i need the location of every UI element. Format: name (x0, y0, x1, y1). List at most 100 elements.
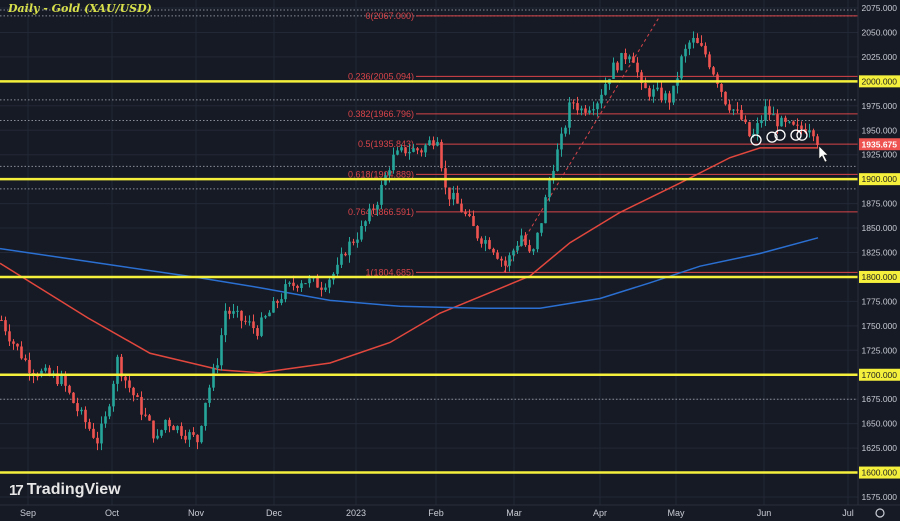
candle-down (576, 103, 579, 111)
candle-down (660, 87, 663, 101)
candle-down (24, 358, 27, 360)
candle-up (360, 226, 363, 240)
candle-up (44, 367, 47, 371)
candle-down (132, 387, 135, 396)
candle-down (316, 277, 319, 288)
candle-up (664, 93, 667, 101)
candle-down (144, 414, 147, 416)
candle-down (72, 392, 75, 404)
candle-up (428, 140, 431, 146)
candle-up (392, 154, 395, 171)
candle-down (28, 359, 31, 373)
candle-down (56, 373, 59, 385)
candle-down (124, 376, 127, 381)
candle-down (76, 403, 79, 412)
candle-up (512, 250, 515, 256)
candle-up (400, 147, 403, 151)
candle-up (532, 249, 535, 252)
candle-up (396, 150, 399, 155)
candle-up (160, 430, 163, 436)
candle-up (204, 402, 207, 426)
candle-down (136, 395, 139, 397)
candle-up (808, 130, 811, 133)
time-tick-label: Mar (506, 508, 522, 518)
candle-down (256, 328, 259, 336)
price-tick-label: 1950.000 (862, 125, 898, 135)
candle-up (592, 109, 595, 111)
candle-up (200, 425, 203, 443)
candle-down (296, 285, 299, 289)
time-tick-label: Feb (428, 508, 444, 518)
candle-down (168, 419, 171, 427)
level-price-label: 1700.000 (862, 370, 898, 380)
candle-down (584, 108, 587, 113)
touch-circle (774, 129, 786, 141)
time-tick-label: Dec (266, 508, 283, 518)
candle-up (272, 300, 275, 313)
candle-down (456, 192, 459, 204)
candle-up (340, 253, 343, 265)
price-tick-label: 1750.000 (862, 321, 898, 331)
candle-up (236, 310, 239, 312)
moving-average-line (0, 147, 818, 374)
current-price-label: 1935.675 (862, 139, 898, 149)
candle-down (440, 141, 443, 169)
fib-level-label: 0.764(1866.591) (348, 207, 414, 217)
time-tick-label: Apr (593, 508, 607, 518)
price-tick-label: 1850.000 (862, 223, 898, 233)
candle-down (776, 114, 779, 127)
candle-up (680, 56, 683, 79)
candle-up (336, 264, 339, 274)
settings-gear-icon[interactable] (875, 508, 885, 518)
candle-down (4, 320, 7, 332)
candle-up (612, 62, 615, 79)
candle-up (300, 283, 303, 289)
candle-down (172, 426, 175, 431)
candle-down (468, 214, 471, 217)
candle-down (768, 106, 771, 115)
time-tick-label: Oct (105, 508, 120, 518)
candle-down (20, 346, 23, 359)
candle-up (208, 387, 211, 403)
candle-up (552, 170, 555, 181)
candle-up (692, 37, 695, 43)
candle-up (188, 432, 191, 440)
candle-down (120, 356, 123, 377)
candle-up (556, 149, 559, 171)
candle-up (108, 406, 111, 417)
candle-up (376, 204, 379, 210)
price-tick-label: 1625.000 (862, 443, 898, 453)
candle-down (476, 226, 479, 239)
candle-down (448, 187, 451, 200)
candle-up (652, 89, 655, 97)
touch-circle (796, 129, 808, 141)
candle-down (704, 45, 707, 55)
time-tick-label: Jul (842, 508, 854, 518)
candle-down (528, 245, 531, 252)
time-tick-label: May (667, 508, 685, 518)
candle-down (36, 375, 39, 377)
candle-down (192, 432, 195, 435)
candle-up (564, 127, 567, 134)
candle-down (240, 310, 243, 321)
candle-up (484, 240, 487, 244)
candle-up (304, 283, 307, 285)
candle-down (8, 331, 11, 342)
candle-down (492, 248, 495, 253)
candle-down (640, 72, 643, 84)
candle-down (496, 252, 499, 259)
candle-up (264, 316, 267, 318)
candle-down (140, 396, 143, 415)
price-tick-label: 1725.000 (862, 345, 898, 355)
candle-up (368, 208, 371, 222)
candle-up (412, 148, 415, 152)
candle-down (720, 83, 723, 92)
fib-level-label: 0(2067.000) (365, 11, 414, 21)
candle-up (732, 109, 735, 111)
candle-down (416, 148, 419, 151)
candle-up (328, 279, 331, 288)
candle-down (716, 74, 719, 84)
candle-up (508, 255, 511, 266)
